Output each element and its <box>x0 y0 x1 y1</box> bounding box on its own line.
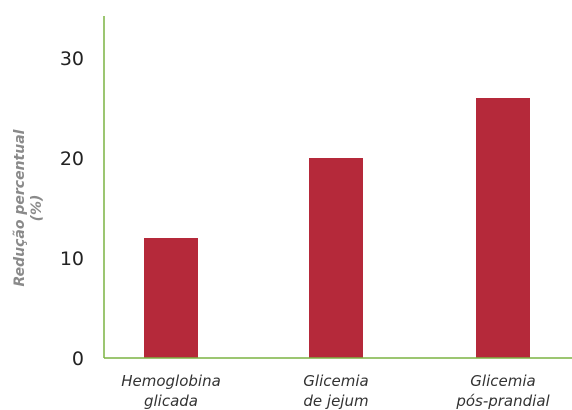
y-tick-label: 0 <box>72 348 84 370</box>
bar-1 <box>144 238 198 358</box>
x-category-label: Hemoglobina glicada <box>121 372 221 410</box>
y-axis-title: Redução percentual(%) <box>12 129 45 286</box>
y-tick-label: 30 <box>60 48 84 70</box>
bar-3 <box>476 98 530 358</box>
bar-2 <box>309 158 363 358</box>
axes <box>103 16 572 359</box>
y-tick-label: 10 <box>60 248 84 270</box>
category-labels: Hemoglobina glicada Glicemia de jejum Glicem… <box>121 372 550 410</box>
x-category-label: Glicemia de jejum <box>303 372 368 410</box>
y-axis-label: Redução percentual(%) <box>12 129 45 286</box>
y-axis-ticks: 0 10 20 30 <box>60 48 84 370</box>
y-tick-label: 20 <box>60 148 84 170</box>
bars <box>144 98 530 358</box>
x-category-label: Glicemia pós-prandial <box>455 372 550 410</box>
